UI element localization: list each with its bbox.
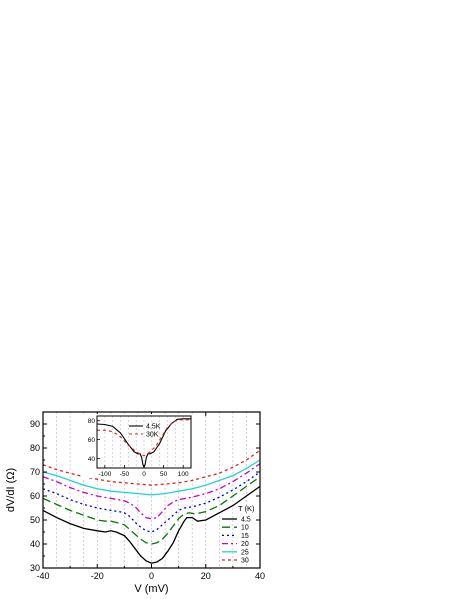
inset-axes: -100 -50 0 50 100 40 60 80 [88, 418, 189, 478]
y-tick-label: 70 [30, 467, 40, 477]
series-line-25 [42, 459, 261, 496]
inset-grid [104, 416, 184, 468]
main-series [42, 449, 261, 564]
inset-y-tick-label: 60 [88, 437, 96, 444]
series-line-20 [42, 463, 261, 520]
main-axes: -40 -20 0 20 40 30 40 50 60 70 80 90 [30, 412, 265, 581]
legend-label-30: 30 [241, 558, 249, 565]
series-line-10 [42, 476, 261, 545]
y-tick-label: 80 [30, 443, 40, 453]
y-tick-label: 50 [30, 515, 40, 525]
legend-label-10: 10 [241, 525, 249, 532]
y-tick-label: 40 [30, 539, 40, 549]
x-tick-label: -20 [91, 571, 104, 581]
inset-series-line-4-5K [96, 418, 191, 469]
series-line-30 [42, 449, 261, 486]
y-tick-label: 60 [30, 491, 40, 501]
inset-x-tick-label: 0 [142, 471, 146, 478]
inset-legend-label-4-5K: 4.5K [146, 424, 161, 431]
x-tick-label: 0 [149, 571, 154, 581]
series-line-4-5 [42, 485, 261, 564]
x-tick-label: -40 [36, 571, 49, 581]
legend-label-25: 25 [241, 549, 249, 556]
inset-legend-label-30K: 30K [146, 432, 159, 439]
legend-label-4-5: 4.5 [241, 517, 251, 524]
y-tick-label: 30 [30, 563, 40, 573]
x-tick-label: 20 [201, 571, 211, 581]
legend-label-20: 20 [241, 541, 249, 548]
x-tick-label: 40 [255, 571, 265, 581]
legend-title: T (K) [238, 504, 255, 513]
inset-series [96, 418, 191, 469]
inset-y-tick-label: 80 [88, 418, 96, 425]
inset-x-tick-label: 50 [160, 471, 168, 478]
x-axis-label: V (mV) [134, 583, 168, 595]
inset-series-line-30K [97, 419, 191, 457]
inset-x-tick-label: -50 [120, 471, 130, 478]
inset-x-tick-label: 100 [178, 471, 189, 478]
inset-y-tick-label: 40 [88, 456, 96, 463]
y-axis-label: dV/dI (Ω) [5, 468, 17, 512]
inset-x-tick-label: -100 [98, 471, 111, 478]
legend-label-15: 15 [241, 533, 249, 540]
y-tick-label: 90 [30, 419, 40, 429]
